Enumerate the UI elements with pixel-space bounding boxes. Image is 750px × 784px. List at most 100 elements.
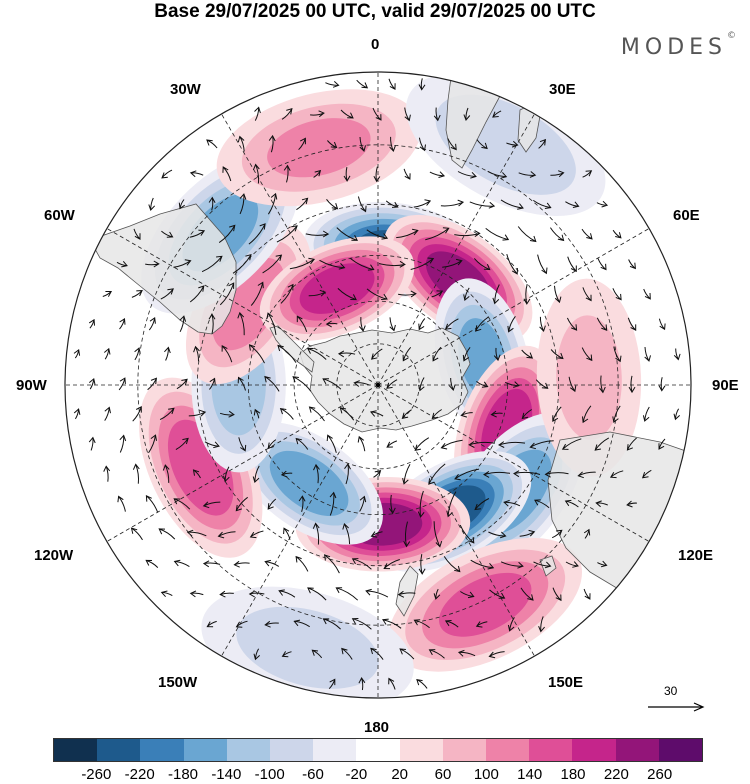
colorbar-labels: -260 -220 -180 -140 -100 -60 -20 20 60 100 140 180 2…	[53, 766, 703, 784]
wind-vector-arrow	[239, 193, 247, 215]
wind-vector-arrow	[448, 377, 456, 391]
wind-vector-arrow	[431, 409, 442, 420]
wind-vector-arrow	[385, 200, 399, 208]
wind-vector-arrow	[161, 230, 174, 238]
wind-vector-arrow	[644, 346, 651, 362]
wind-vector-arrow	[326, 434, 337, 453]
wind-vector-arrow	[208, 313, 216, 334]
wind-vector-arrow	[268, 134, 276, 153]
wind-vector-arrow	[583, 588, 591, 600]
wind-vector-arrow	[504, 381, 520, 388]
wind-vector-arrow	[250, 281, 264, 306]
wind-vector-arrow	[369, 410, 384, 417]
negative-anomaly-contour	[236, 606, 379, 689]
map-title: Base 29/07/2025 00 UTC, valid 29/07/2025…	[154, 1, 596, 22]
wind-vector-arrow	[417, 490, 425, 518]
meridian-line	[377, 384, 650, 542]
wind-vector-arrow	[179, 315, 187, 333]
meridian-line	[377, 113, 535, 386]
meridian-line	[377, 228, 650, 386]
wind-vector-arrow	[249, 530, 264, 539]
colorbar-swatch	[54, 739, 98, 761]
wind-vector-arrow	[469, 201, 496, 209]
wind-vector-arrow	[581, 347, 593, 362]
wind-vector-arrow	[599, 375, 606, 394]
lon-label-60e: 60E	[673, 207, 700, 224]
colorbar-tick-label: 60	[434, 766, 452, 783]
wind-vector-arrow	[295, 555, 309, 572]
wind-vector-arrow	[443, 556, 461, 573]
wind-vector-arrow	[474, 316, 489, 332]
wind-vector-arrow	[507, 617, 515, 632]
colorbar-swatch	[399, 739, 443, 761]
wind-vector-arrow	[493, 347, 501, 362]
wind-vector-arrow	[403, 521, 411, 548]
wind-vector-arrow	[460, 410, 473, 418]
wind-vector-arrow	[365, 588, 389, 598]
wind-vector-arrow	[473, 258, 491, 271]
wind-vector-arrow	[206, 139, 218, 149]
wind-vector-arrow	[628, 375, 636, 394]
wind-vector-arrow	[533, 561, 552, 569]
wind-vector-arrow	[313, 463, 320, 484]
wind-vector-arrow	[468, 441, 495, 448]
lon-label-120e: 120E	[678, 547, 714, 564]
wind-vector-arrow	[457, 171, 477, 179]
colorbar-swatch	[270, 739, 314, 761]
wind-vector-arrow	[566, 317, 578, 331]
lon-label-90e: 90E	[712, 377, 739, 394]
wind-vector-arrow	[130, 527, 143, 541]
wind-vector-arrow	[561, 438, 582, 450]
wind-vector-arrow	[398, 290, 417, 298]
wind-vector-arrow	[349, 258, 375, 271]
wind-vector-arrow	[366, 288, 388, 300]
colorbar-swatch	[140, 739, 184, 761]
wind-vector-arrow	[433, 521, 443, 548]
wind-vector-arrow	[219, 282, 235, 306]
south-america-land	[89, 203, 237, 335]
wind-vector-arrow	[298, 137, 306, 151]
wind-vector-arrow	[119, 318, 126, 330]
wind-vector-arrow	[373, 470, 382, 478]
wind-vector-arrow	[103, 465, 111, 482]
wind-vector-arrow	[235, 496, 248, 512]
wind-vector-arrow	[521, 349, 534, 359]
wind-vector-arrow	[658, 377, 666, 392]
colorbar-tick-label: 260	[647, 766, 673, 783]
wind-vector-arrow	[474, 498, 490, 511]
wind-vector-arrow	[416, 678, 428, 689]
colorbar-swatch	[97, 739, 141, 761]
wind-vector-arrow	[488, 531, 507, 539]
wind-vector-arrow	[218, 224, 236, 244]
wind-vector-arrow	[262, 254, 283, 274]
colorbar-tick-label: 180	[560, 766, 586, 783]
wind-vector-arrow	[280, 470, 293, 478]
wind-vector-arrow	[323, 554, 340, 574]
wind-vector-arrow	[173, 498, 191, 510]
wind-vector-arrow	[176, 378, 188, 390]
wind-vector-arrow	[370, 647, 384, 660]
wind-vector-arrow	[173, 259, 192, 268]
wind-vector-arrow	[552, 587, 562, 602]
colorbar-swatch	[486, 739, 530, 761]
wind-vector-arrow	[612, 405, 621, 423]
colorbar-tick-label: 140	[517, 766, 543, 783]
wind-vector-arrow	[267, 439, 277, 450]
wind-vector-arrow	[344, 463, 351, 485]
wind-vector-arrow	[341, 647, 353, 660]
lon-label-30e: 30E	[549, 81, 576, 98]
wind-vector-arrow	[366, 229, 389, 240]
wind-vector-arrow	[305, 230, 330, 238]
wind-vector-arrow	[159, 407, 175, 421]
wind-vector-arrow	[253, 408, 261, 419]
wind-vector-arrow	[296, 197, 309, 211]
wind-vector-arrow	[378, 260, 406, 268]
meridian-line	[221, 384, 379, 657]
wind-vector-arrow	[133, 228, 141, 240]
wind-vector-arrow	[594, 437, 610, 451]
colorbar-tick-label: -180	[167, 766, 199, 783]
wind-vector-arrow	[658, 438, 666, 450]
wind-vector-arrow	[117, 495, 126, 512]
wind-vector-arrow	[425, 227, 450, 241]
wind-vector-arrow	[148, 197, 156, 211]
